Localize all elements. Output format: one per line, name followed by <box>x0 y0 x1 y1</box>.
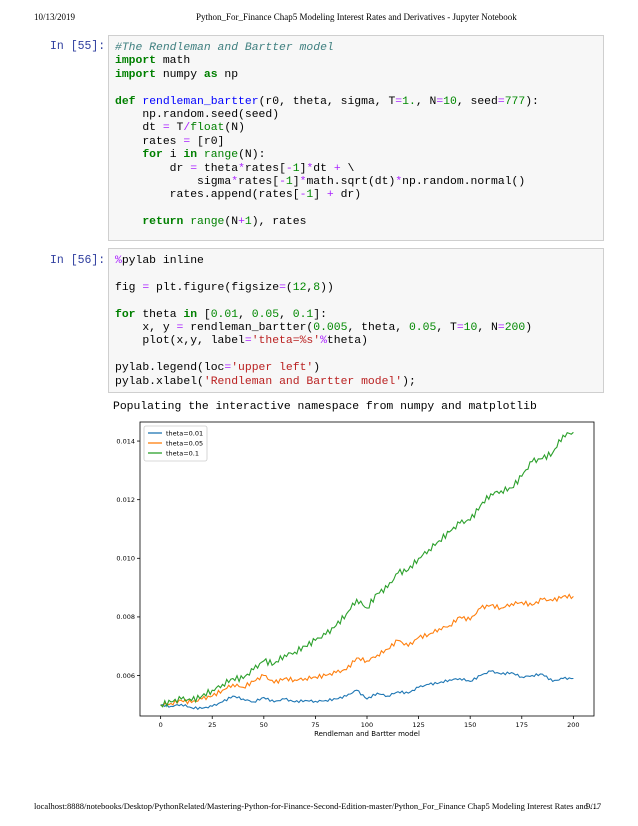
x-tick-label: 125 <box>412 721 424 729</box>
x-tick-label: 100 <box>361 721 373 729</box>
x-tick-label: 50 <box>260 721 268 729</box>
x-tick-label: 25 <box>208 721 216 729</box>
x-tick-label: 175 <box>516 721 528 729</box>
code-cell[interactable]: %pylab inline fig = plt.figure(figsize=(… <box>108 248 604 393</box>
legend-entry: theta=0.05 <box>166 439 203 447</box>
code-input[interactable]: %pylab inline fig = plt.figure(figsize=(… <box>115 255 533 388</box>
print-date: 10/13/2019 <box>34 12 76 22</box>
legend-entry: theta=0.1 <box>166 449 199 457</box>
x-tick-label: 150 <box>464 721 476 729</box>
legend-box <box>143 425 208 462</box>
x-tick-label: 75 <box>311 721 319 729</box>
code-cell[interactable]: #The Rendleman and Bartter model import … <box>108 35 604 241</box>
series-line <box>160 593 574 707</box>
code-input[interactable]: #The Rendleman and Bartter model import … <box>115 42 539 229</box>
y-tick-label: 0.014 <box>116 437 135 445</box>
y-tick-label: 0.010 <box>116 555 135 563</box>
x-axis-label: Rendleman and Bartter model <box>314 730 420 738</box>
y-tick-label: 0.012 <box>116 496 135 504</box>
plot-frame <box>139 421 595 717</box>
print-title: Python_For_Finance Chap5 Modeling Intere… <box>196 12 517 22</box>
x-tick-label: 0 <box>159 721 163 729</box>
cell-prompt: In [56]: <box>50 254 106 267</box>
x-tick-label: 200 <box>567 721 579 729</box>
series-line <box>160 670 574 711</box>
legend-entry: theta=0.01 <box>166 429 203 437</box>
y-tick-label: 0.006 <box>116 672 135 680</box>
series-line <box>160 431 574 708</box>
cell-prompt: In [55]: <box>50 40 106 53</box>
print-url: localhost:8888/notebooks/Desktop/PythonR… <box>34 801 599 811</box>
cell-output-text: Populating the interactive namespace fro… <box>113 401 537 413</box>
y-tick-label: 0.008 <box>116 613 135 621</box>
page-number: 9/17 <box>586 801 602 811</box>
